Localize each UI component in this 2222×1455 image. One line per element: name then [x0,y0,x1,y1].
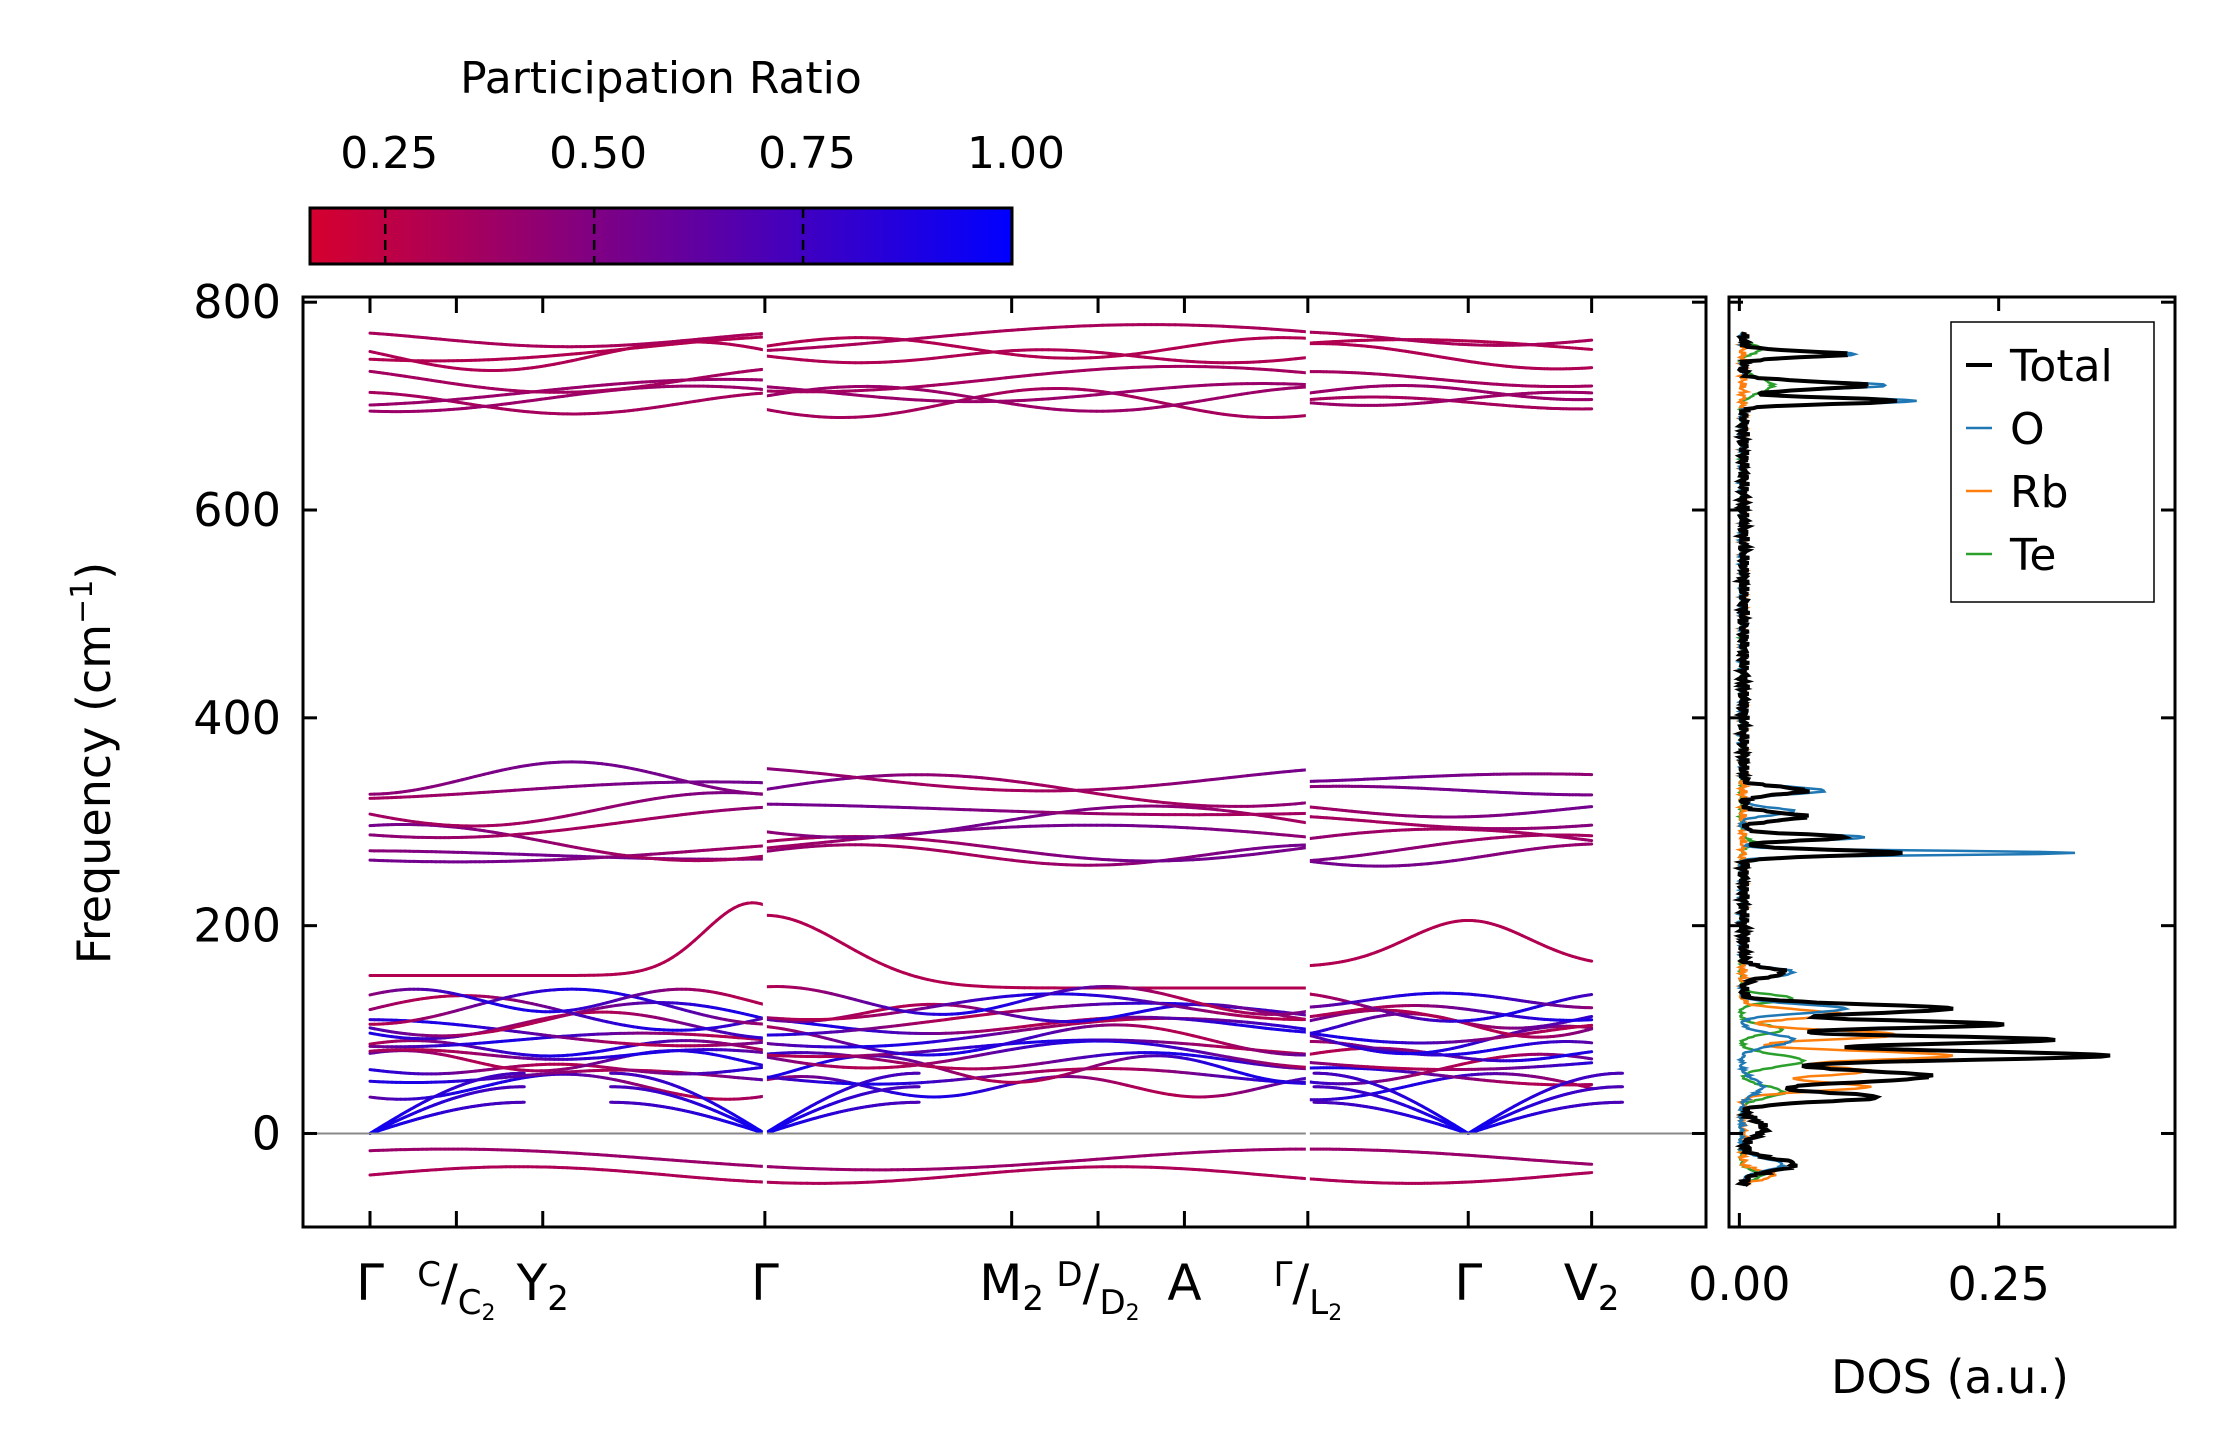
colorbar-tick-label: 0.75 [758,128,856,179]
colorbar-gradient [308,206,1014,266]
band-segment [1586,958,1594,963]
colorbar-tick-label: 0.25 [340,128,438,179]
colorbar-label: Participation Ratio [460,53,862,104]
colorbar-ticks: 0.25 0.50 0.75 1.00 [340,128,1065,264]
colorbar: Participation Ratio 0.25 0.50 0.75 1.00 [308,53,1065,266]
colorbar-tick-label: 0.50 [549,128,647,179]
phonon-bands [368,323,1624,1185]
colorbar-tick-label: 1.00 [967,128,1065,179]
band-segment [1586,1056,1594,1061]
